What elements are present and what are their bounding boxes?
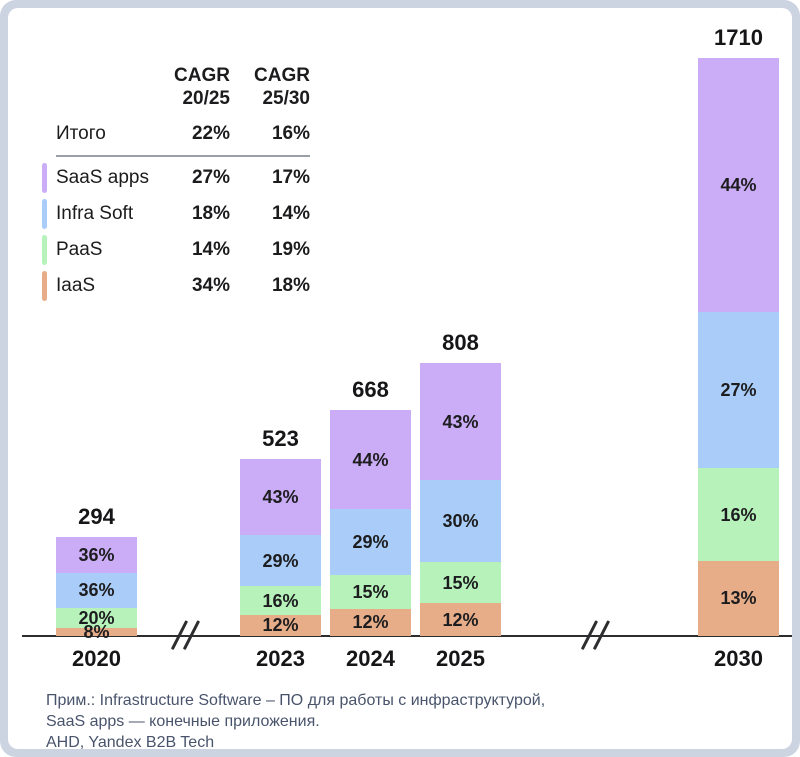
- segment-percent-label: 36%: [78, 544, 115, 565]
- bar-segment-iaas-2020: 8%: [56, 623, 137, 641]
- segment-percent-label: 20%: [78, 608, 115, 629]
- legend-divider: [56, 155, 310, 157]
- legend-total-label: Итого: [56, 123, 106, 144]
- bar-segment-paas-2023: 16%: [240, 586, 321, 615]
- legend-saas-apps-cagr-20-25: 27%: [191, 167, 230, 188]
- legend-total-cagr-20-25: 22%: [191, 123, 230, 144]
- bar-segment-infra-soft-2025: 30%: [420, 480, 501, 563]
- bar-segment-saas-apps-2020: 36%: [56, 537, 137, 573]
- bar-total-label-2030: 1710: [714, 25, 763, 50]
- legend-header-line: CAGR: [174, 65, 230, 86]
- bar-total-label-2020: 294: [78, 504, 115, 529]
- bar-segment-saas-apps-2023: 43%: [240, 459, 321, 536]
- segment-percent-label: 44%: [720, 175, 757, 196]
- legend-header-cagr-25-30: CAGR 25/30: [230, 64, 310, 110]
- bar-2025: 43% 30% 15% 12%: [420, 363, 501, 636]
- segment-percent-label: 13%: [720, 588, 757, 609]
- bar-segment-infra-soft-2020: 36%: [56, 572, 137, 609]
- legend-iaas-cagr-20-25: 34%: [191, 275, 230, 296]
- segment-percent-label: 43%: [442, 411, 479, 432]
- legend-header-row: CAGR 20/25 CAGR 25/30: [42, 64, 310, 116]
- legend-header-cagr-20-25: CAGR 20/25: [160, 64, 230, 110]
- infra-soft-color-marker: [42, 199, 47, 229]
- footnote: Прим.: Infrastructure Software – ПО для …: [46, 690, 545, 753]
- bar-segment-iaas-2030: 13%: [698, 560, 779, 636]
- legend-label-paas: PaaS: [56, 239, 103, 260]
- bar-segment-saas-apps-2030: 44%: [698, 58, 779, 313]
- chart-card: CAGR 20/25 CAGR 25/30 Итого 22% 16% SaaS…: [8, 8, 792, 751]
- bar-segment-iaas-2024: 12%: [330, 608, 411, 636]
- bar-segment-infra-soft-2030: 27%: [698, 312, 779, 469]
- legend-infra-soft-cagr-25-30: 14%: [271, 203, 310, 224]
- bar-total-label-2023: 523: [262, 426, 299, 451]
- legend-total-row: Итого 22% 16%: [42, 116, 310, 152]
- legend-label-infra-soft: Infra Soft: [56, 203, 134, 224]
- legend-paas-cagr-20-25: 14%: [191, 239, 230, 260]
- segment-percent-label: 15%: [442, 572, 479, 593]
- legend-row-saas-apps: SaaS apps 27% 17%: [42, 160, 310, 196]
- bar-2023: 43% 29% 16% 12%: [240, 459, 321, 636]
- bar-segment-paas-2020: 20%: [56, 608, 137, 629]
- legend-row-iaas: IaaS 34% 18%: [42, 268, 310, 304]
- segment-percent-label: 12%: [442, 609, 479, 630]
- bar-segment-infra-soft-2024: 29%: [330, 509, 411, 575]
- segment-percent-label: 27%: [720, 380, 757, 401]
- segment-percent-label: 36%: [78, 580, 115, 601]
- legend-label-saas-apps: SaaS apps: [56, 167, 149, 188]
- bar-2030: 44% 27% 16% 13%: [698, 58, 779, 636]
- saas-apps-color-marker: [42, 163, 47, 193]
- bar-total-label-2025: 808: [442, 330, 479, 355]
- cagr-legend-table: CAGR 20/25 CAGR 25/30 Итого 22% 16% SaaS…: [42, 64, 310, 304]
- footnote-line-2: SaaS apps — конечные приложения.: [46, 713, 320, 730]
- legend-infra-soft-cagr-20-25: 18%: [191, 203, 230, 224]
- bar-segment-saas-apps-2024: 44%: [330, 410, 411, 510]
- bar-total-label-2024: 668: [352, 377, 389, 402]
- segment-percent-label: 16%: [720, 504, 757, 525]
- legend-header-line: 25/30: [262, 88, 310, 109]
- footnote-line-3: AHD, Yandex B2B Tech: [46, 734, 215, 751]
- iaas-color-marker: [42, 271, 47, 301]
- legend-paas-cagr-25-30: 19%: [271, 239, 310, 260]
- paas-color-marker: [42, 235, 47, 265]
- bar-segment-paas-2025: 15%: [420, 562, 501, 604]
- year-label-2025: 2025: [436, 646, 485, 671]
- bar-segment-iaas-2025: 12%: [420, 603, 501, 636]
- segment-percent-label: 43%: [262, 487, 299, 508]
- year-label-2030: 2030: [714, 646, 763, 671]
- year-label-2020: 2020: [72, 646, 121, 671]
- bar-segment-paas-2024: 15%: [330, 574, 411, 609]
- bar-segment-saas-apps-2025: 43%: [420, 363, 501, 481]
- segment-percent-label: 29%: [352, 532, 389, 553]
- segment-percent-label: 12%: [262, 615, 299, 636]
- legend-saas-apps-cagr-25-30: 17%: [271, 167, 310, 188]
- legend-row-infra-soft: Infra Soft 18% 14%: [42, 196, 310, 232]
- segment-percent-label: 29%: [262, 550, 299, 571]
- legend-header-line: CAGR: [254, 65, 310, 86]
- segment-percent-label: 15%: [352, 581, 389, 602]
- segment-percent-label: 44%: [352, 449, 389, 470]
- bar-2024: 44% 29% 15% 12%: [330, 410, 411, 636]
- segment-percent-label: 16%: [262, 590, 299, 611]
- bar-segment-infra-soft-2023: 29%: [240, 535, 321, 587]
- legend-header-line: 20/25: [182, 88, 230, 109]
- bar-segment-paas-2030: 16%: [698, 468, 779, 561]
- segment-percent-label: 12%: [352, 612, 389, 633]
- legend-total-cagr-25-30: 16%: [271, 123, 310, 144]
- year-label-2024: 2024: [346, 646, 395, 671]
- legend-rows: SaaS apps 27% 17% Infra Soft 18% 14% PaaS 14% 19…: [42, 160, 310, 304]
- legend-row-paas: PaaS 14% 19%: [42, 232, 310, 268]
- legend-label-iaas: IaaS: [56, 275, 96, 296]
- legend-iaas-cagr-25-30: 18%: [271, 275, 310, 296]
- segment-percent-label: 30%: [442, 511, 479, 532]
- year-label-2023: 2023: [256, 646, 305, 671]
- bar-segment-iaas-2023: 12%: [240, 614, 321, 636]
- footnote-line-1: Прим.: Infrastructure Software – ПО для …: [46, 692, 546, 709]
- x-axis-line: [22, 635, 792, 637]
- stacked-bar-chart: 36% 36% 20% 8% 294 2020 43% 29% 16% 12% 523 2023 44%…: [8, 8, 792, 749]
- bar-2020: 36% 36% 20% 8%: [56, 537, 137, 641]
- segment-percent-label: 8%: [83, 622, 110, 642]
